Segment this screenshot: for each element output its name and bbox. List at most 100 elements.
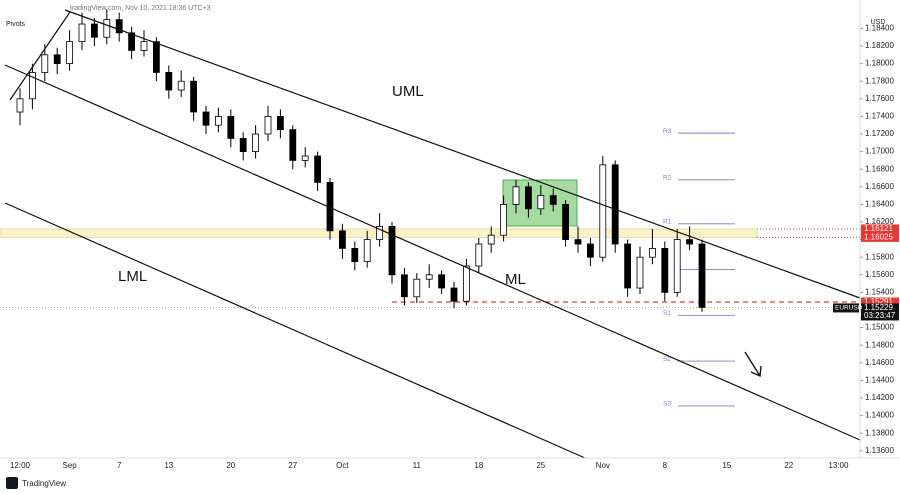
indicator-label: Pivots bbox=[6, 21, 26, 28]
candle-body bbox=[152, 41, 160, 73]
candle-body bbox=[41, 54, 49, 73]
candle-body bbox=[425, 274, 433, 280]
symbol-tag bbox=[833, 303, 859, 313]
candle-body bbox=[301, 155, 309, 161]
candle-body bbox=[190, 80, 198, 113]
x-tick-label: 7 bbox=[117, 461, 122, 470]
candle-body bbox=[276, 116, 284, 131]
candle-body bbox=[649, 248, 656, 258]
price-box bbox=[861, 232, 899, 242]
candle-body bbox=[400, 274, 408, 298]
candle-body bbox=[549, 195, 557, 205]
y-tick-label: 1.16600 bbox=[865, 182, 894, 191]
pivot-label: R2 bbox=[663, 174, 672, 181]
candle-body bbox=[388, 226, 396, 276]
header-text: tradingView.com, Nov 10, 2021 18:36 UTC+… bbox=[70, 5, 211, 12]
x-tick-label: 27 bbox=[288, 461, 297, 470]
candle-body bbox=[16, 98, 24, 113]
candle-body bbox=[376, 226, 384, 241]
x-tick-label: 12:00 bbox=[10, 461, 31, 470]
currency-label: USD bbox=[871, 19, 886, 26]
y-tick-label: 1.18400 bbox=[865, 24, 894, 33]
median-line bbox=[4, 64, 861, 441]
candle-body bbox=[53, 54, 61, 65]
candle-body bbox=[103, 19, 111, 38]
x-tick-label: 11 bbox=[413, 461, 422, 470]
candle-body bbox=[227, 116, 235, 139]
y-tick-label: 1.17400 bbox=[865, 112, 894, 121]
x-tick-label: Sep bbox=[62, 461, 77, 470]
last-price-box bbox=[861, 303, 899, 321]
y-tick-label: 1.14800 bbox=[865, 340, 894, 349]
candle-body bbox=[587, 243, 594, 258]
price-box-label: 1.15291 bbox=[864, 297, 893, 306]
candle-body bbox=[202, 111, 210, 126]
arrow-head bbox=[750, 365, 762, 378]
candle-body bbox=[115, 19, 123, 34]
axis-layer: 1.13600 1.13800 1.14000 1.14200 1.14400 1.146… bbox=[10, 24, 899, 470]
candle-body bbox=[475, 243, 483, 267]
y-tick-label: 1.15400 bbox=[865, 288, 894, 297]
candle-body bbox=[661, 248, 669, 293]
y-tick-label: 1.13800 bbox=[865, 428, 894, 437]
x-tick-label: 25 bbox=[536, 461, 545, 470]
candle-body bbox=[289, 129, 297, 161]
y-tick-label: 1.16800 bbox=[865, 164, 894, 173]
symbol-tag-label: EURUSD bbox=[835, 305, 863, 312]
x-tick-label: 8 bbox=[663, 461, 668, 470]
candle-body bbox=[487, 234, 495, 245]
candle-body bbox=[314, 155, 322, 183]
x-tick-label: 20 bbox=[226, 461, 235, 470]
price-box bbox=[861, 224, 899, 234]
x-tick-label: Oct bbox=[336, 461, 349, 470]
candle-body bbox=[525, 186, 532, 210]
candle-body bbox=[264, 116, 272, 135]
pivot-label: S1 bbox=[663, 310, 671, 317]
y-tick-label: 1.14000 bbox=[865, 411, 894, 420]
price-box-label: 1.16121 bbox=[864, 224, 893, 233]
y-tick-label: 1.14400 bbox=[865, 376, 894, 385]
pivot-label: S3 bbox=[663, 401, 671, 408]
pivot-label: R1 bbox=[663, 218, 672, 225]
candles-layer bbox=[16, 9, 706, 312]
logo-mark bbox=[6, 477, 18, 489]
x-tick-label: 15 bbox=[722, 461, 731, 470]
candle-body bbox=[78, 23, 86, 43]
candle-body bbox=[537, 195, 545, 210]
candle-body bbox=[673, 239, 681, 293]
footer-logo: TradingView bbox=[22, 479, 66, 488]
candle-body bbox=[450, 287, 458, 302]
candle-body bbox=[500, 204, 508, 236]
lower-median-line bbox=[4, 202, 586, 459]
pivot-label: R3 bbox=[663, 128, 672, 135]
candle-body bbox=[363, 239, 371, 263]
candle-body bbox=[611, 164, 619, 245]
candle-body bbox=[28, 72, 36, 100]
y-tick-label: 1.14600 bbox=[865, 358, 894, 367]
lml-label: LML bbox=[118, 268, 147, 285]
candle-body bbox=[698, 243, 706, 308]
candle-body bbox=[140, 41, 148, 51]
y-tick-label: 1.14200 bbox=[865, 393, 894, 402]
arrow-shaft bbox=[744, 351, 761, 377]
candle-body bbox=[462, 265, 470, 302]
candle-body bbox=[239, 138, 247, 153]
candle-body bbox=[574, 239, 582, 245]
ml-label: ML bbox=[505, 271, 526, 288]
y-tick-label: 1.13600 bbox=[865, 446, 894, 455]
y-tick-label: 1.15600 bbox=[865, 270, 894, 279]
y-tick-label: 1.15800 bbox=[865, 252, 894, 261]
y-tick-label: 1.15000 bbox=[865, 323, 894, 332]
y-tick-label: 1.16200 bbox=[865, 217, 894, 226]
y-tick-label: 1.17000 bbox=[865, 147, 894, 156]
candle-body bbox=[636, 256, 644, 289]
candle-body bbox=[177, 80, 185, 91]
candle-body bbox=[66, 41, 73, 65]
x-tick-label: 22 bbox=[784, 461, 793, 470]
candle-body bbox=[512, 186, 520, 205]
x-tick-label: 18 bbox=[474, 461, 483, 470]
candle-body bbox=[413, 278, 421, 298]
candle-body bbox=[165, 72, 173, 91]
